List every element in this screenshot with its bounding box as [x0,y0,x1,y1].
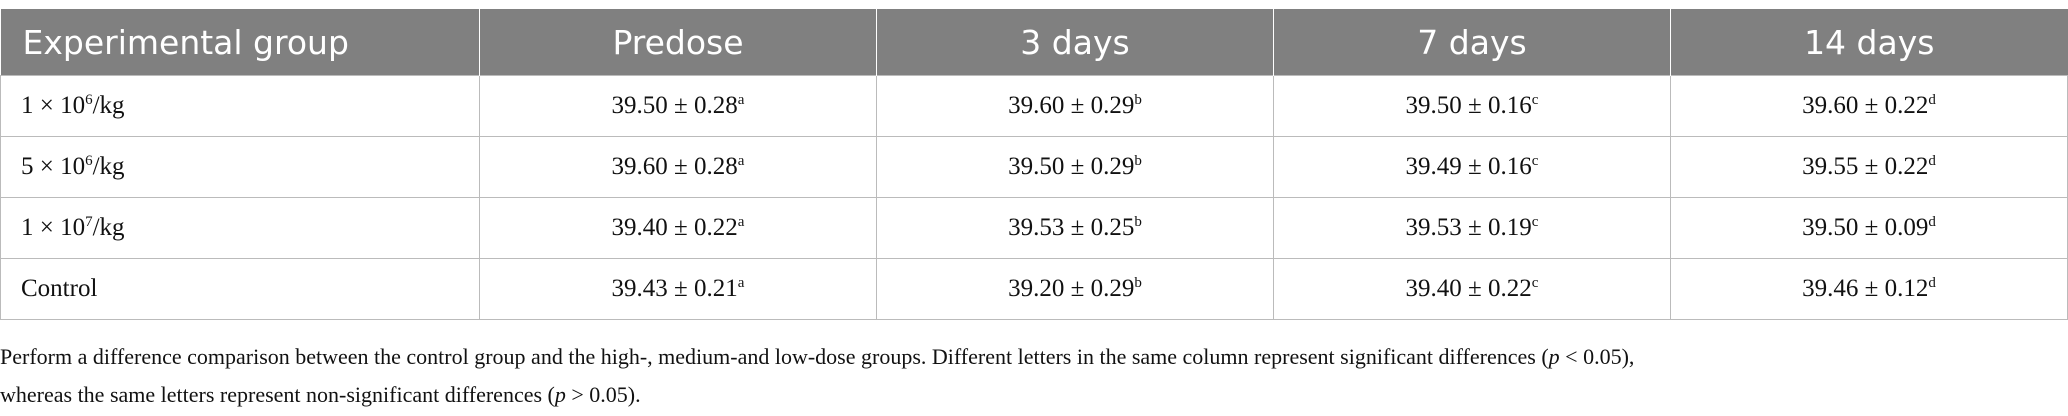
cell-value: 39.60 ± 0.28 [611,153,738,180]
cell-value: 39.53 ± 0.19 [1405,214,1532,241]
footnote-text: whereas the same letters represent non-s… [0,382,555,407]
exponent: 7 [85,214,93,230]
data-cell: 39.50 ± 0.09d [1670,197,2068,259]
cell-value: 39.20 ± 0.29 [1008,275,1135,302]
cell-value: 39.60 ± 0.22 [1802,92,1929,119]
label-text: Control [21,275,98,302]
footnote-line: whereas the same letters represent non-s… [0,376,2060,414]
data-cell: 39.43 ± 0.21a [479,258,877,320]
exponent: 6 [85,153,93,169]
label-text: /kg [92,214,125,241]
significance-letter: a [737,275,745,291]
significance-letter: c [1531,214,1539,230]
data-cell: 39.60 ± 0.28a [479,136,877,198]
significance-letter: d [1928,92,1936,108]
label-text: /kg [92,92,125,119]
column-header: Experimental group [0,9,480,76]
significance-letter: a [737,214,745,230]
row-label: 1 × 107/kg [0,197,480,259]
significance-letter: b [1134,275,1142,291]
cell-value: 39.55 ± 0.22 [1802,153,1929,180]
data-cell: 39.55 ± 0.22d [1670,136,2068,198]
label-text: 5 × 10 [21,153,86,180]
label-text: /kg [92,153,125,180]
cell-value: 39.40 ± 0.22 [1405,275,1532,302]
significance-letter: c [1531,92,1539,108]
data-cell: 39.20 ± 0.29b [876,258,1274,320]
cell-value: 39.43 ± 0.21 [611,275,738,302]
table-row: Control 39.43 ± 0.21a 39.20 ± 0.29b 39.40 ±… [0,258,2068,320]
significance-letter: d [1928,214,1936,230]
cell-value: 39.40 ± 0.22 [611,214,738,241]
column-header: Predose [479,9,877,76]
row-label: Control [0,258,480,320]
column-header: 14 days [1670,9,2068,76]
data-cell: 39.50 ± 0.16c [1273,75,1671,137]
cell-value: 39.50 ± 0.29 [1008,153,1135,180]
cell-value: 39.46 ± 0.12 [1802,275,1929,302]
significance-letter: b [1134,214,1142,230]
table-row: 1 × 106/kg 39.50 ± 0.28a 39.60 ± 0.29b 39.5… [0,75,2068,137]
table-row: 5 × 106/kg 39.60 ± 0.28a 39.50 ± 0.29b 39.4… [0,136,2068,198]
data-cell: 39.53 ± 0.19c [1273,197,1671,259]
label-text: 1 × 10 [21,214,86,241]
row-label: 1 × 106/kg [0,75,480,137]
exponent: 6 [85,92,93,108]
significance-letter: a [737,92,745,108]
significance-letter: b [1134,153,1142,169]
cell-value: 39.50 ± 0.16 [1405,92,1532,119]
data-table: Experimental group Predose 3 days 7 days 14 … [0,9,2068,320]
table-row: 1 × 107/kg 39.40 ± 0.22a 39.53 ± 0.25b 39.5… [0,197,2068,259]
data-cell: 39.60 ± 0.29b [876,75,1274,137]
significance-letter: a [737,153,745,169]
data-cell: 39.49 ± 0.16c [1273,136,1671,198]
footnote-italic: p [554,382,566,407]
column-header: 3 days [876,9,1274,76]
table-body: 1 × 106/kg 39.50 ± 0.28a 39.60 ± 0.29b 39.5… [0,75,2068,320]
significance-letter: b [1134,92,1142,108]
footnote-text: Perform a difference comparison between … [0,344,1549,369]
data-cell: 39.50 ± 0.29b [876,136,1274,198]
data-cell: 39.46 ± 0.12d [1670,258,2068,320]
footnote: Perform a difference comparison between … [0,338,2060,414]
data-cell: 39.40 ± 0.22c [1273,258,1671,320]
data-cell: 39.40 ± 0.22a [479,197,877,259]
row-label: 5 × 106/kg [0,136,480,198]
label-text: 1 × 10 [21,92,86,119]
significance-letter: c [1531,153,1539,169]
footnote-text: > 0.05). [565,382,641,407]
data-cell: 39.50 ± 0.28a [479,75,877,137]
significance-letter: d [1928,275,1936,291]
header-row: Experimental group Predose 3 days 7 days 14 … [0,9,2068,76]
significance-letter: d [1928,153,1936,169]
cell-value: 39.49 ± 0.16 [1405,153,1532,180]
cell-value: 39.50 ± 0.09 [1802,214,1929,241]
significance-letter: c [1531,275,1539,291]
cell-value: 39.60 ± 0.29 [1008,92,1135,119]
data-cell: 39.53 ± 0.25b [876,197,1274,259]
data-cell: 39.60 ± 0.22d [1670,75,2068,137]
cell-value: 39.50 ± 0.28 [611,92,738,119]
cell-value: 39.53 ± 0.25 [1008,214,1135,241]
column-header: 7 days [1273,9,1671,76]
footnote-line: Perform a difference comparison between … [0,338,2060,376]
footnote-italic: p [1548,344,1560,369]
footnote-text: < 0.05), [1559,344,1635,369]
